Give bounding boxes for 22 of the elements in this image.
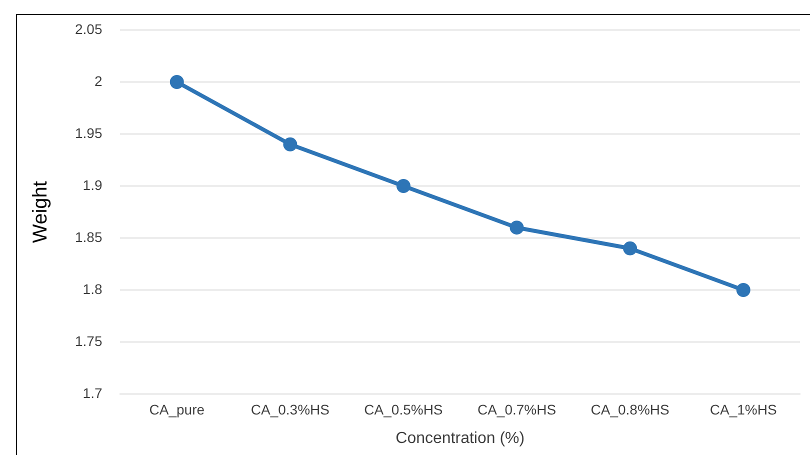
point: [170, 75, 184, 89]
point: [283, 137, 298, 152]
x-tick-label: CA_1%HS: [710, 401, 777, 418]
point: [623, 241, 638, 256]
y-tick-label: 1.9: [82, 176, 102, 193]
y-axis-title: Weight: [30, 180, 52, 243]
point: [396, 179, 410, 193]
point: [736, 283, 750, 297]
point: [510, 220, 524, 235]
y-tick-label: 1.7: [82, 384, 102, 401]
x-tick-label: CA_0.5%HS: [364, 401, 443, 418]
x-axis-title: Concentration (%): [396, 430, 525, 447]
x-tick-label: CA_0.8%HS: [590, 401, 670, 418]
y-tick-label: 1.8: [82, 280, 102, 297]
y-tick-label: 2.05: [75, 20, 102, 37]
y-tick-label: 1.75: [75, 332, 102, 349]
x-tick-label: CA_0.7%HS: [477, 401, 556, 418]
y-tick-label: 2: [94, 72, 102, 89]
y-tick-label: 1.85: [75, 228, 102, 245]
y-tick-label: 1.95: [75, 124, 102, 141]
x-tick-label: CA_pure: [149, 401, 205, 418]
x-tick-label: CA_0.3%HS: [250, 401, 330, 418]
